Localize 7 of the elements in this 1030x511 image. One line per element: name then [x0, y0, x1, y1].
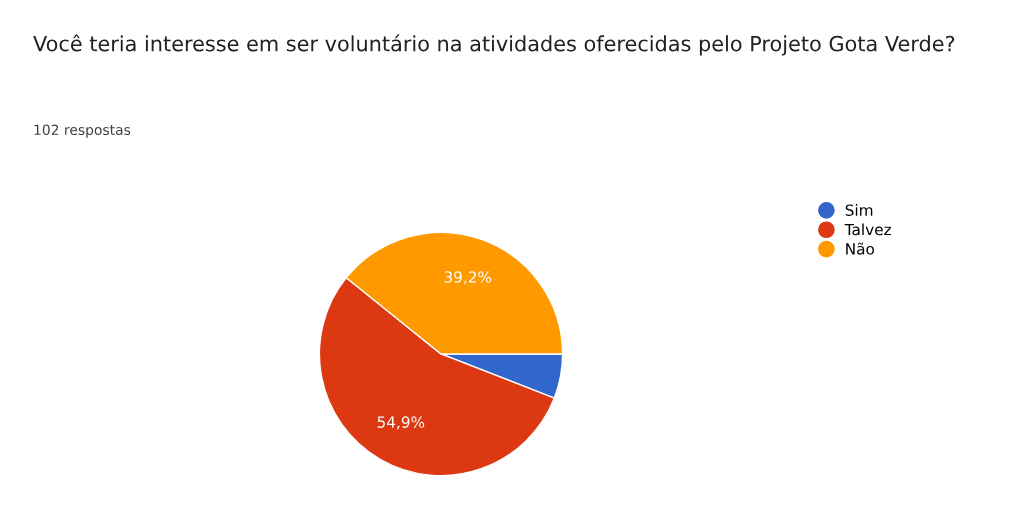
legend-label: Talvez [844, 223, 891, 236]
chart-title: Você teria interesse em ser voluntário na atividades oferecidas pelo Projeto Gota Verde? [33, 34, 955, 56]
legend-label: Não [846, 242, 875, 255]
text: 102 respostas [34, 124, 131, 138]
data-label: 54,9% [377, 416, 425, 430]
legend-label: Sim [845, 204, 873, 216]
data-label: 39,2% [444, 271, 492, 285]
